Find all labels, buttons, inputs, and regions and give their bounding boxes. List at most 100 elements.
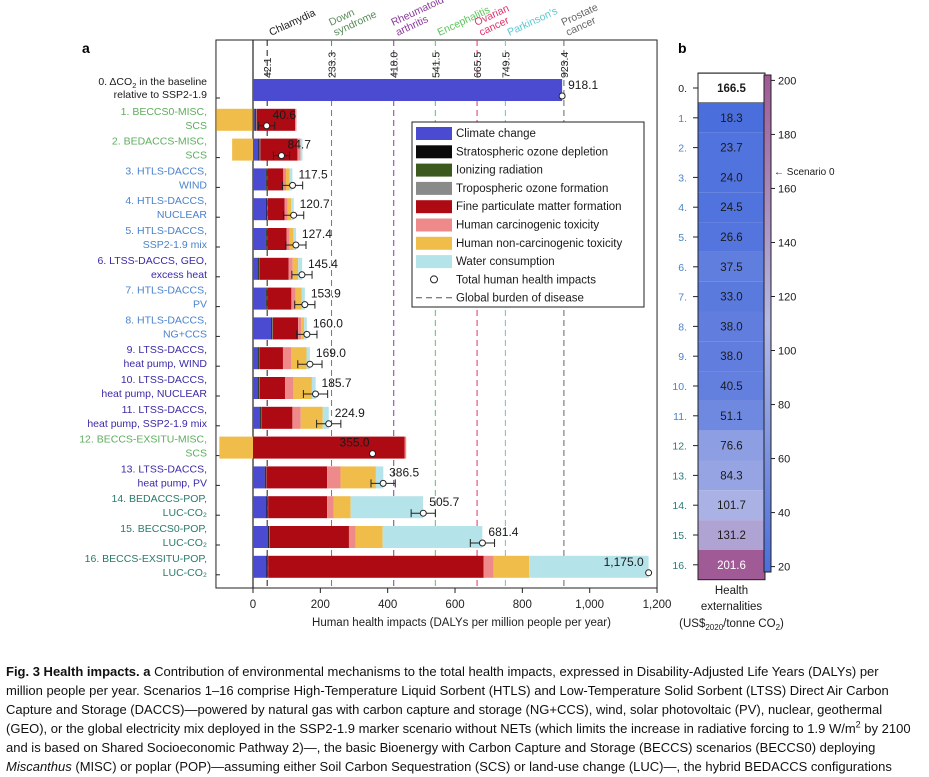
- total-marker: [325, 420, 333, 428]
- bar-segment: [269, 526, 349, 548]
- heatmap-xlabel: externalities: [701, 601, 763, 613]
- scenario-label: heat pump, PV: [138, 477, 207, 489]
- bar-segment: [289, 228, 294, 250]
- burden-value-label: 541.5: [430, 52, 442, 78]
- heatmap-value: 131.2: [717, 530, 746, 542]
- bar-segment: [253, 168, 266, 191]
- bar-segment: [286, 228, 290, 250]
- total-value-label: 84.7: [288, 138, 312, 152]
- heatmap-cell: [698, 132, 765, 163]
- scenario-label: NUCLEAR: [157, 209, 208, 221]
- heatmap-cell: [698, 520, 765, 550]
- bar-segment-negative: [219, 436, 253, 459]
- heatmap-row-label: 11.: [673, 411, 687, 423]
- bar-segment: [300, 138, 303, 161]
- total-marker: [263, 122, 271, 130]
- bar-segment: [258, 377, 260, 399]
- burden-value-label: 749.5: [500, 52, 512, 78]
- heatmap-row-label: 2.: [678, 143, 687, 155]
- legend-swatch: [416, 236, 452, 250]
- legend-entry: Water consumption: [456, 256, 555, 268]
- scenario-label: 7. HTLS-DACCS,: [125, 285, 207, 297]
- bar-segment: [253, 406, 260, 429]
- bar-segment: [259, 138, 261, 161]
- heatmap-value: 40.5: [720, 381, 742, 393]
- bar-segment: [311, 377, 316, 399]
- heatmap-cell: [698, 192, 765, 223]
- heatmap-value: 38.0: [720, 321, 742, 333]
- heatmap-xlabel-sub: 2020: [705, 623, 723, 632]
- heatmap-row-label: 4.: [678, 202, 687, 214]
- total-marker: [303, 330, 311, 338]
- heatmap-row-label: 14.: [672, 500, 687, 512]
- burden-name-label: Chlamydia: [267, 7, 317, 39]
- bar-segment: [253, 555, 267, 578]
- heatmap-value: 38.0: [720, 351, 742, 363]
- heatmap-row-label: 1.: [678, 113, 687, 125]
- scenario-label: LUC-CO₂: [163, 567, 207, 579]
- bar-segment: [253, 287, 266, 310]
- bar-segment: [253, 526, 269, 548]
- colorbar-tick-label: 180: [778, 129, 796, 141]
- bar-segment: [529, 555, 649, 578]
- bar-segment: [253, 317, 272, 340]
- burden-name-label: Downsyndrome: [327, 0, 379, 39]
- caption-text: by 2100 and is based on Shared Socioecon…: [6, 721, 911, 755]
- colorbar-tick-label: 120: [778, 291, 796, 303]
- bar-segment: [287, 198, 292, 221]
- bar-segment: [259, 377, 285, 399]
- heatmap-cell: [698, 460, 765, 491]
- heatmap-value: 166.5: [717, 83, 746, 95]
- bar-segment: [493, 555, 530, 578]
- total-value-label: 505.7: [429, 495, 459, 509]
- burden-value-label: 665.5: [472, 52, 484, 78]
- total-marker: [298, 271, 306, 279]
- legend-entry: Climate change: [456, 128, 536, 140]
- heatmap-value: 51.1: [720, 411, 742, 423]
- legend-swatch: [416, 255, 452, 269]
- colorbar-tick-label: 140: [778, 237, 796, 249]
- heatmap-row-label: 12.: [672, 441, 687, 453]
- heatmap-value: 201.6: [717, 560, 746, 572]
- heatmap-value: 26.6: [720, 232, 742, 244]
- bar-segment: [355, 526, 383, 548]
- heatmap-value: 24.5: [720, 202, 742, 214]
- heatmap-xlabel-sub: 2: [776, 623, 781, 632]
- bar-segment: [291, 198, 294, 221]
- burden-name-line: Parkinson's: [506, 5, 560, 39]
- colorbar-tick-label: 200: [778, 75, 796, 87]
- legend-entry: Human non-carcinogenic toxicity: [456, 238, 622, 250]
- total-value-label: 153.9: [311, 287, 341, 301]
- heatmap-row-label: 3.: [678, 172, 687, 184]
- caption-italic: Miscanthus: [6, 759, 72, 774]
- heatmap-value: 23.7: [720, 143, 742, 155]
- bar-segment: [283, 168, 286, 191]
- scenario-label: SCS: [185, 120, 207, 132]
- scenario-label: LUC-CO₂: [163, 507, 207, 519]
- heatmap-value: 84.3: [720, 470, 742, 482]
- total-value-label: 145.4: [308, 257, 338, 271]
- bar-segment: [253, 108, 255, 131]
- heatmap-cell: [698, 222, 765, 252]
- scenario-label-part: in the baseline: [136, 76, 207, 88]
- heatmap-cell: [698, 400, 765, 431]
- bar-segment: [300, 406, 323, 429]
- bar-segment: [340, 466, 376, 489]
- bar-segment: [267, 198, 285, 221]
- heatmap-cell: [698, 490, 765, 521]
- total-marker: [290, 211, 298, 219]
- total-value-label: 117.5: [299, 167, 328, 181]
- legend-entry: Fine particulate matter formation: [456, 201, 622, 213]
- scenario-label-sub: 2: [132, 81, 136, 90]
- bar-segment: [266, 496, 268, 519]
- panel-label-a: a: [82, 40, 90, 56]
- heatmap-cell: [698, 430, 765, 461]
- legend-entry: Human carcinogenic toxicity: [456, 220, 599, 232]
- total-marker: [645, 569, 653, 577]
- heatmap-xlabel: Health: [715, 585, 748, 597]
- scenario-label: 12. BECCS-EXSITU-MISC,: [79, 434, 207, 446]
- legend-swatch: [416, 163, 452, 177]
- burden-value-label: 233.3: [327, 52, 339, 78]
- total-value-label: 224.9: [335, 406, 365, 420]
- bar-segment: [301, 317, 305, 340]
